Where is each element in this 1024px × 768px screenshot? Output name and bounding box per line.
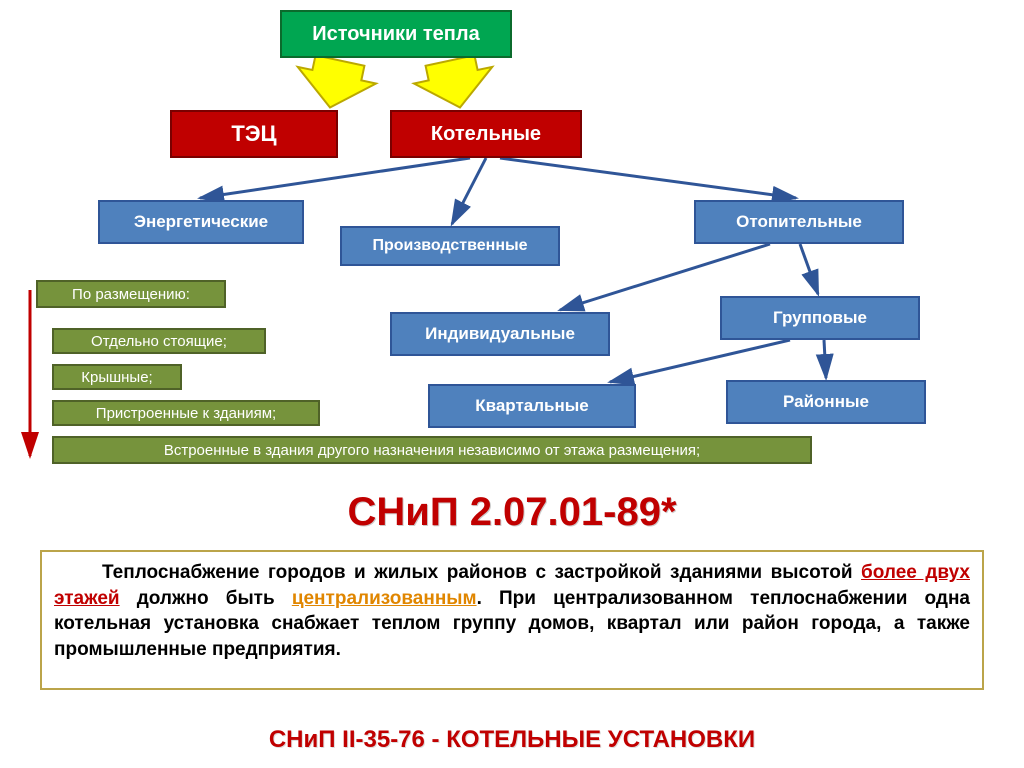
yellow-arrow-left xyxy=(291,52,379,116)
arrow-grupp-kvart xyxy=(610,340,790,382)
energ-node: Энергетические xyxy=(98,200,304,244)
kry-node: Крышные; xyxy=(52,364,182,390)
para-mid1: должно быть xyxy=(120,588,292,609)
kry-label: Крышные; xyxy=(81,369,152,386)
root-node: Источники тепла xyxy=(280,10,512,58)
yellow-arrow-right xyxy=(411,52,499,116)
arrow-otop-grupp xyxy=(800,244,818,294)
prist-label: Пристроенные к зданиям; xyxy=(96,405,276,422)
otd-node: Отдельно стоящие; xyxy=(52,328,266,354)
prist-node: Пристроенные к зданиям; xyxy=(52,400,320,426)
otop-node: Отопительные xyxy=(694,200,904,244)
root-label: Источники тепла xyxy=(312,23,479,46)
snip-title-1-text: СНиП 2.07.01-89* xyxy=(347,490,676,534)
arrow-kotel-otop xyxy=(500,158,796,198)
kvart-node: Квартальные xyxy=(428,384,636,428)
para-hl2: централизованным xyxy=(292,588,477,609)
kotel-label: Котельные xyxy=(431,123,541,146)
tec-node: ТЭЦ xyxy=(170,110,338,158)
rajon-label: Районные xyxy=(783,392,869,412)
snip-title-2-text: СНиП II-35-76 - КОТЕЛЬНЫЕ УСТАНОВКИ xyxy=(269,726,755,753)
vstro-label: Встроенные в здания другого назначения н… xyxy=(164,442,700,459)
otd-label: Отдельно стоящие; xyxy=(91,333,227,350)
indiv-label: Индивидуальные xyxy=(425,324,575,344)
kvart-label: Квартальные xyxy=(475,396,589,416)
snip-title-2: СНиП II-35-76 - КОТЕЛЬНЫЕ УСТАНОВКИ xyxy=(0,726,1024,754)
po-razm-label: По размещению: xyxy=(72,286,190,303)
tec-label: ТЭЦ xyxy=(231,121,276,147)
proizv-label: Производственные xyxy=(372,237,527,255)
po-razm-node: По размещению: xyxy=(36,280,226,308)
otop-label: Отопительные xyxy=(736,212,862,232)
rajon-node: Районные xyxy=(726,380,926,424)
kotel-node: Котельные xyxy=(390,110,582,158)
energ-label: Энергетические xyxy=(134,212,268,232)
vstro-node: Встроенные в здания другого назначения н… xyxy=(52,436,812,464)
grupp-node: Групповые xyxy=(720,296,920,340)
grupp-label: Групповые xyxy=(773,308,867,328)
arrow-grupp-rajon xyxy=(824,340,826,378)
paragraph-box: Теплоснабжение городов и жилых районов с… xyxy=(40,550,984,690)
para-pre1: Теплоснабжение городов и жилых районов с… xyxy=(102,562,861,583)
snip-title-1: СНиП 2.07.01-89* xyxy=(0,490,1024,535)
proizv-node: Производственные xyxy=(340,226,560,266)
arrow-kotel-energ xyxy=(200,158,470,198)
arrow-kotel-proizv xyxy=(452,158,486,224)
indiv-node: Индивидуальные xyxy=(390,312,610,356)
